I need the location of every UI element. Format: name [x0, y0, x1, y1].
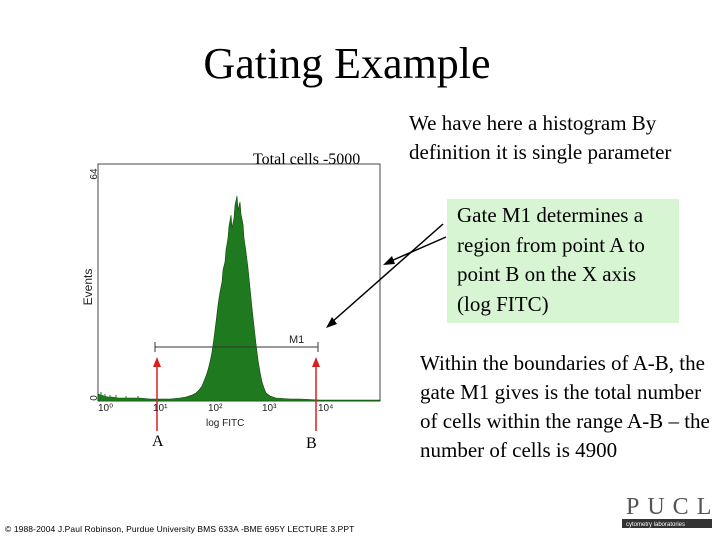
x-tick-2: 10²: [208, 403, 223, 414]
x-tick-1: 10¹: [153, 403, 168, 414]
histogram-area: [97, 195, 381, 402]
logo-subtitle: cytometry laboratories: [626, 522, 685, 528]
callout-arrow-to-b: [390, 236, 447, 262]
bounds-text: Within the boundaries of A-B, the gate M…: [420, 351, 710, 462]
x-axis-label: log FITC: [206, 418, 244, 429]
logo-letters: PUCL: [626, 494, 716, 520]
point-a-label: A: [152, 433, 164, 450]
slide-title: Gating Example: [203, 39, 491, 88]
gate-m1-label: M1: [289, 334, 304, 346]
callout-arrow-to-b-head: [383, 256, 395, 265]
copyright-footer: © 1988-2004 J.Paul Robinson, Purdue Univ…: [5, 524, 355, 534]
y-axis-label: Events: [81, 269, 95, 306]
histogram-baseline-noise: [100, 392, 139, 401]
callout-arrow-to-gate: [331, 223, 444, 323]
y-tick-bottom: 0: [89, 395, 100, 401]
x-tick-0: 10⁰: [98, 403, 113, 414]
y-tick-top: 64: [89, 168, 100, 180]
total-cells-label: Total cells -5000: [253, 151, 361, 168]
marker-b-arrowhead: [312, 357, 320, 367]
callout-arrow-to-gate-head: [326, 317, 337, 328]
point-b-label: B: [306, 435, 317, 452]
pucl-logo: PUCL cytometry laboratories: [622, 494, 716, 528]
gate-description-box: Gate M1 determines a region from point A…: [447, 199, 679, 323]
x-tick-3: 10³: [262, 403, 277, 414]
marker-a-arrowhead: [153, 357, 161, 367]
logo-banner: [622, 519, 712, 528]
x-tick-4: 10⁴: [318, 403, 333, 414]
intro-text: We have here a histogram By definition i…: [409, 111, 672, 164]
